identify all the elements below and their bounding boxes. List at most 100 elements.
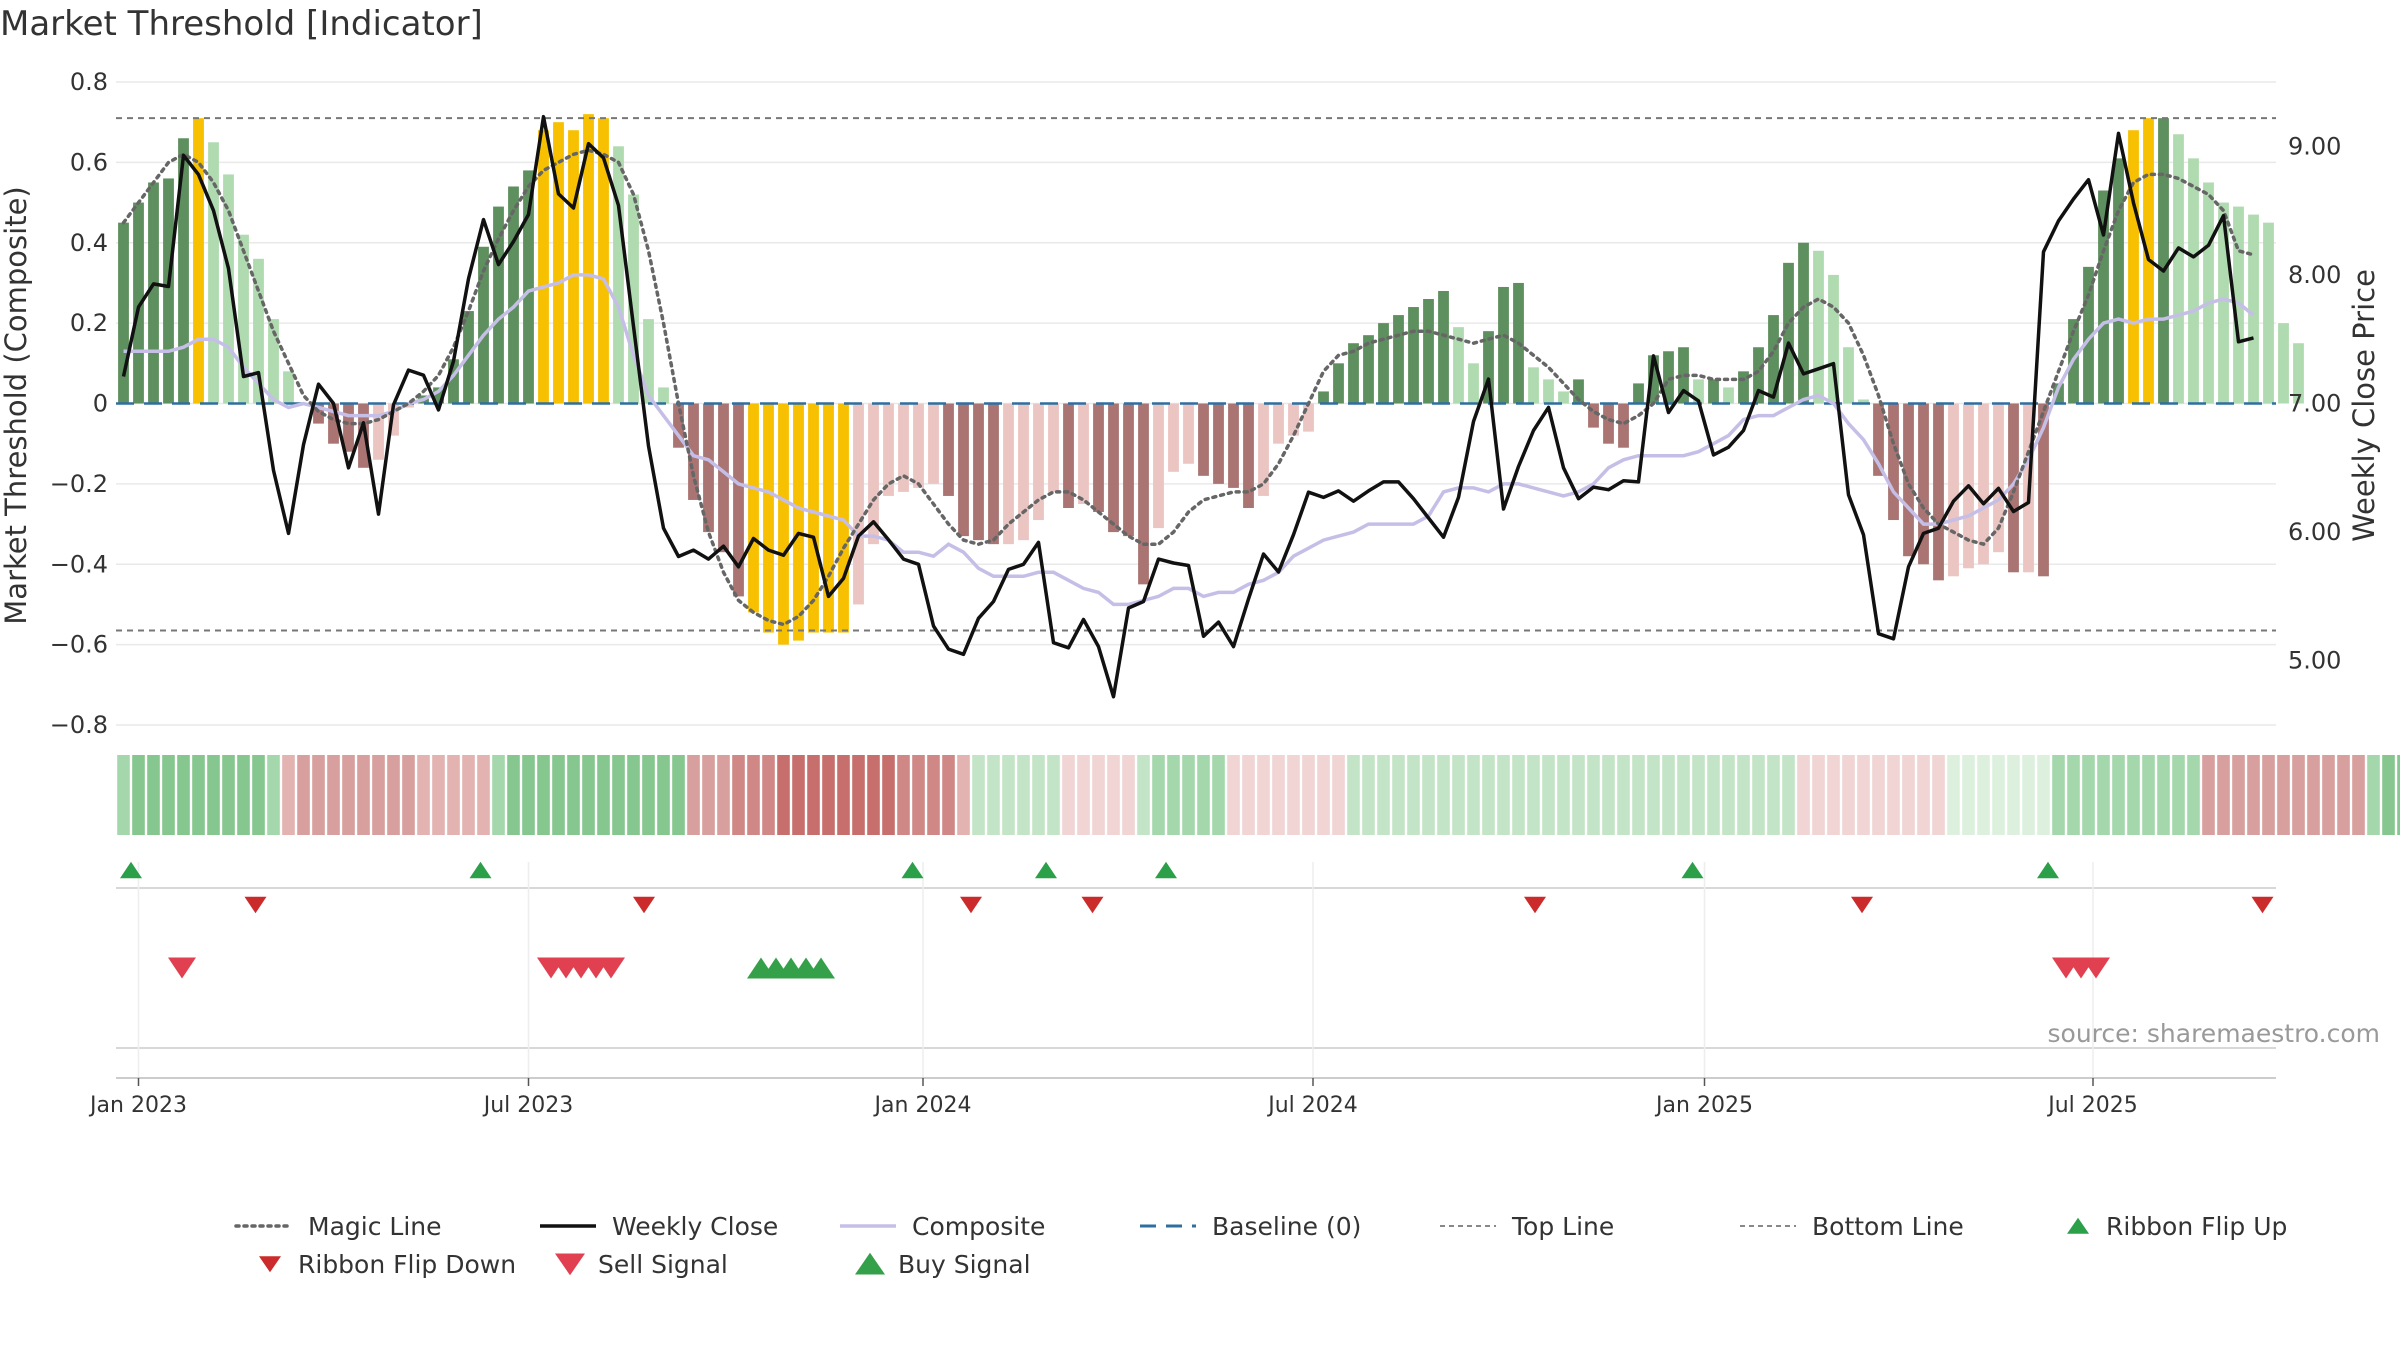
ribbon-segment (1152, 755, 1165, 835)
composite-bar (1783, 262, 1794, 404)
composite-bar (268, 319, 279, 404)
x-tick-label: Jul 2024 (1266, 1093, 1358, 1118)
ribbon-segment (507, 755, 520, 835)
composite-bar (673, 403, 684, 448)
ribbon-segment (2007, 755, 2020, 835)
composite-bar (1318, 391, 1329, 404)
y-right-tick-label: 8.00 (2288, 261, 2341, 289)
ribbon-segment (2112, 755, 2125, 835)
legend-entry: Baseline (0) (1140, 1212, 1361, 1241)
composite-bar (148, 182, 159, 404)
ribbon-segment (537, 755, 550, 835)
composite-bar (1663, 351, 1674, 404)
composite-bar (2203, 182, 2214, 404)
composite-bar (793, 403, 804, 641)
composite-bar (433, 387, 444, 404)
source-note: source: sharemaestro.com (2048, 1019, 2381, 1048)
y-left-tick-label: −0.4 (50, 550, 108, 578)
sell-signal-marker (168, 957, 196, 979)
y-left-tick-label: −0.8 (50, 711, 108, 739)
x-tick-label: Jan 2025 (1654, 1093, 1753, 1118)
composite-bar (1543, 379, 1554, 404)
ribbon-flip-up-marker (1155, 861, 1177, 879)
buy-signal-marker (807, 957, 835, 979)
ribbon-flip-down-marker (1524, 896, 1546, 914)
ribbon-segment (192, 755, 205, 835)
composite-bar (1948, 403, 1959, 577)
y-left-tick-label: 0.4 (70, 229, 108, 257)
ribbon-segment (2187, 755, 2200, 835)
ribbon-segment (957, 755, 970, 835)
composite-bar (403, 403, 414, 408)
legend-swatch (2067, 1217, 2089, 1234)
ribbon-segment (2217, 755, 2230, 835)
composite-bar (373, 403, 384, 460)
y-left-axis-label: Market Threshold (Composite) (0, 186, 33, 624)
ribbon-segment (1932, 755, 1945, 835)
ribbon-segment (477, 755, 490, 835)
composite-bar (1183, 403, 1194, 464)
composite-bar (193, 118, 204, 404)
composite-bar (178, 138, 189, 404)
legend-label: Weekly Close (612, 1212, 778, 1241)
legend-entry: Bottom Line (1740, 1212, 1964, 1241)
ribbon-segment (1542, 755, 1555, 835)
ribbon-segment (1437, 755, 1450, 835)
composite-bar (163, 178, 174, 404)
composite-bar (2278, 323, 2289, 404)
composite-bar (1243, 403, 1254, 508)
ribbon-segment (282, 755, 295, 835)
series-lines (121, 114, 2256, 699)
composite-bar (2083, 266, 2094, 404)
ribbon-segment (2052, 755, 2065, 835)
reference-lines (116, 117, 2276, 632)
y-left-tick-label: 0.8 (70, 68, 108, 96)
legend-label: Top Line (1511, 1212, 1614, 1241)
composite-bar (2293, 343, 2304, 404)
legend-swatch (555, 1253, 585, 1276)
composite-bar (523, 170, 534, 404)
ribbon-segment (1452, 755, 1465, 835)
ribbon-segment (792, 755, 805, 835)
composite-bar (1273, 403, 1284, 444)
composite-bar (1798, 242, 1809, 404)
chart-title: Market Threshold [Indicator] (0, 4, 483, 44)
ribbon-segment (687, 755, 700, 835)
composite-bar (1528, 367, 1539, 404)
ribbon-segment (852, 755, 865, 835)
ribbon-segment (1497, 755, 1510, 835)
ribbon-segment (117, 755, 130, 835)
ribbon-flip-down-marker (1851, 896, 1873, 914)
composite-bar (1198, 403, 1209, 476)
composite-bar (208, 142, 219, 404)
ribbon-segment (1287, 755, 1300, 835)
magic-line (121, 148, 2256, 627)
y-right-tick-label: 6.00 (2288, 518, 2341, 546)
ribbon-flip-up-marker (901, 861, 924, 879)
axes: 0.8 0.6 0.4 0.2 0 −0.2 −0.4 −0.6 −0.8 9.00 8.00 7.0… (0, 68, 2381, 739)
ribbon-segment (867, 755, 880, 835)
ribbon-segment (1902, 755, 1915, 835)
composite-bar (1408, 307, 1419, 404)
ribbon-segment (1827, 755, 1840, 835)
ribbon-segment (2262, 755, 2275, 835)
composite-bar (133, 202, 144, 404)
ribbon-segment (1482, 755, 1495, 835)
ribbon-segment (1587, 755, 1600, 835)
ribbon-segment (2157, 755, 2170, 835)
ribbon-segment (1962, 755, 1975, 835)
composite-bar (1693, 379, 1704, 404)
composite-bar (838, 403, 849, 633)
ribbon-segment (1167, 755, 1180, 835)
ribbon-flip-down-marker (960, 896, 982, 914)
composite-bar (1753, 347, 1764, 404)
ribbon-segment (2022, 755, 2035, 835)
composite-bar (823, 403, 834, 633)
composite-bar (1078, 403, 1089, 504)
composite-bar (328, 403, 339, 444)
ribbon-segment (1842, 755, 1855, 835)
composite-bar (1348, 343, 1359, 404)
ribbon-segment (342, 755, 355, 835)
ribbon-segment (1002, 755, 1015, 835)
composite-bar (808, 403, 819, 633)
